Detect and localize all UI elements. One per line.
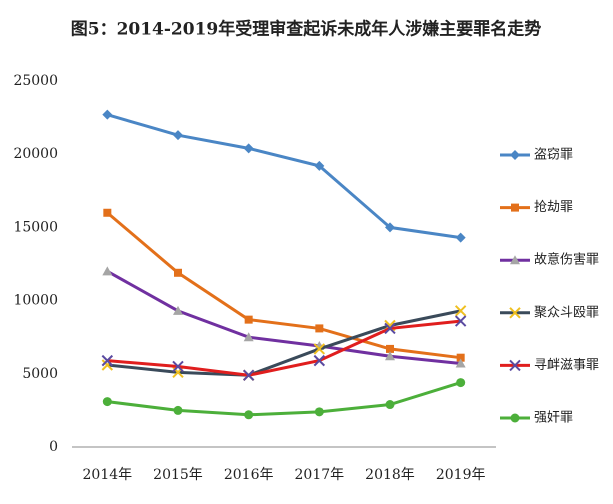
x-tick-label: 2014年 [83,467,133,483]
data-point [101,354,114,367]
data-point [385,400,395,410]
x-tick-label: 2015年 [153,467,203,483]
legend-marker [510,150,520,160]
data-point [243,143,254,154]
series-line [106,270,461,366]
series-line [107,319,461,377]
y-tick-label: 20000 [13,146,58,162]
data-point [385,222,395,233]
x-tick-label: 2018年 [365,467,415,483]
legend-label: 盗窃罪 [534,147,573,163]
data-point [172,360,184,373]
legend-marker [510,413,520,423]
data-point [102,266,113,276]
y-tick-label: 10000 [13,293,58,309]
legend-marker [509,307,521,319]
series-line [106,113,461,240]
y-tick-label: 5000 [22,366,58,382]
data-point [173,405,183,415]
data-point [455,358,466,368]
data-point [102,397,112,407]
data-point [384,322,396,335]
series-line [107,309,461,377]
legend-label: 故意伤害罪 [534,252,599,268]
data-point [456,378,466,388]
data-point [173,130,183,141]
data-point [103,208,112,217]
legend-label: 强奸罪 [534,411,573,426]
data-point [454,315,467,327]
data-point [456,353,465,362]
data-point [315,324,324,333]
data-point [314,160,325,171]
data-point [174,268,182,277]
data-point [313,354,326,367]
data-point [243,332,254,342]
chart-title: 图5：2014-2019年受理审查起诉未成年人涉嫌主要罪名走势 [71,19,542,40]
legend-label: 抢劫罪 [534,199,573,215]
x-tick-label: 2016年 [224,467,274,483]
data-point [102,109,113,120]
legend-marker [509,359,521,372]
data-point [244,410,254,420]
legend-label: 聚众斗殴罪 [534,305,599,320]
legend-marker [510,255,520,265]
legend-marker [511,203,519,212]
series-line [106,211,461,360]
data-point [173,305,183,315]
y-tick-label: 25000 [13,73,58,89]
data-point [313,343,326,355]
y-tick-label: 0 [49,439,58,455]
data-point [244,315,253,324]
x-tick-label: 2017年 [295,467,345,483]
series-line [107,381,462,417]
data-point [454,305,467,317]
data-point [455,232,466,243]
x-tick-label: 2019年 [436,467,486,483]
legend-label: 寻衅滋事罪 [534,358,599,373]
y-tick-label: 15000 [13,219,58,235]
data-point [242,369,255,381]
data-point [385,351,395,361]
data-point [386,344,394,353]
data-point [314,407,324,417]
